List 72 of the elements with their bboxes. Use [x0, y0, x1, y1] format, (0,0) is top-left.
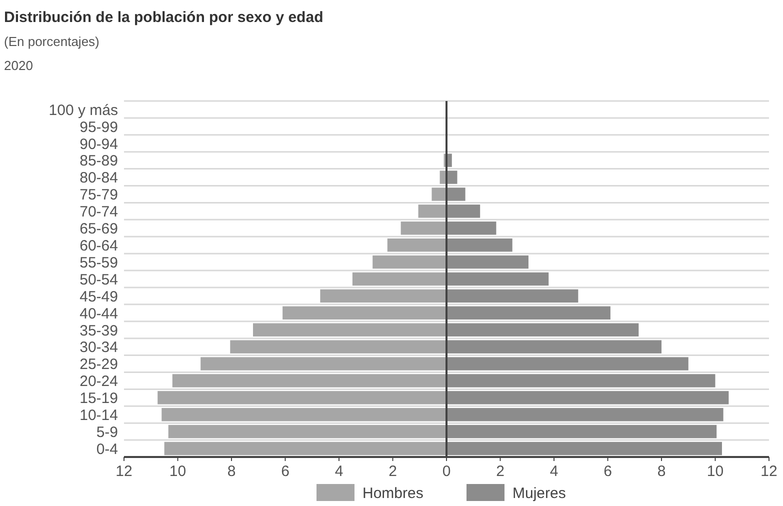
y-tick-label: 0-4 — [96, 440, 118, 458]
x-tick-label: 6 — [604, 463, 612, 480]
y-tick-label: 70-74 — [80, 204, 118, 221]
x-tick-label: 8 — [227, 463, 236, 480]
bar — [446, 374, 716, 388]
bar — [446, 306, 610, 320]
bar — [158, 391, 446, 404]
bar — [164, 442, 446, 456]
bar — [172, 374, 446, 388]
bar — [446, 424, 717, 438]
y-tick-label: 35-39 — [80, 322, 118, 340]
bar — [446, 255, 528, 269]
y-tick-label: 55-59 — [80, 254, 118, 272]
y-tick-label: 65-69 — [80, 220, 118, 238]
chart-subtitle: (En porcentajes) — [4, 34, 100, 49]
y-tick-label: 20-24 — [80, 373, 118, 390]
legend-label: Mujeres — [512, 485, 566, 502]
chart-title: Distribución de la población por sexo y edad — [4, 9, 324, 26]
bar — [352, 272, 446, 286]
y-tick-label: 40-44 — [80, 305, 118, 322]
y-tick-label: 50-54 — [80, 271, 118, 288]
x-tick-label: 12 — [760, 463, 778, 480]
x-tick-label: 0 — [442, 463, 451, 480]
bar — [446, 272, 549, 286]
bar — [446, 357, 688, 370]
x-tick-label: 2 — [496, 463, 504, 480]
y-tick-label: 60-64 — [80, 237, 118, 254]
bar — [446, 204, 480, 218]
bar — [446, 391, 729, 404]
bar — [387, 238, 446, 252]
x-tick-label: 4 — [334, 463, 344, 480]
x-tick-label: 2 — [388, 463, 397, 480]
x-tick-label: 4 — [550, 463, 558, 480]
bar — [446, 289, 578, 303]
y-tick-label: 30-34 — [80, 339, 118, 356]
bar — [282, 306, 446, 320]
x-tick-label: 6 — [281, 463, 290, 480]
bar — [446, 340, 662, 354]
y-tick-label: 90-94 — [80, 136, 118, 153]
bar — [446, 222, 496, 235]
y-tick-label: 85-89 — [80, 152, 118, 170]
y-tick-label: 100 y más — [48, 102, 118, 119]
bar — [446, 408, 724, 422]
bar — [446, 323, 639, 336]
bar — [168, 424, 446, 438]
bar — [446, 170, 458, 184]
bar — [320, 289, 446, 303]
x-tick-label: 8 — [657, 463, 666, 480]
y-tick-label: 95-99 — [80, 118, 118, 136]
bar — [446, 238, 512, 252]
y-tick-label: 15-19 — [80, 390, 118, 408]
y-tick-label: 75-79 — [80, 186, 118, 204]
x-tick-label: 10 — [169, 463, 186, 480]
bar — [446, 442, 722, 456]
bar — [400, 222, 446, 235]
bar — [200, 357, 446, 370]
bar — [446, 188, 466, 201]
x-tick-label: 12 — [116, 463, 132, 480]
legend-label: Hombres — [362, 485, 424, 502]
bar — [418, 204, 446, 218]
y-tick-label: 25-29 — [80, 356, 118, 374]
bar — [162, 408, 446, 422]
bar — [253, 323, 446, 336]
x-tick-label: 10 — [706, 463, 724, 480]
y-tick-label: 45-49 — [80, 288, 118, 306]
bar — [372, 255, 446, 269]
y-tick-label: 10-14 — [80, 407, 118, 424]
y-tick-label: 80-84 — [80, 170, 118, 187]
text: 2020 — [4, 58, 33, 73]
bar — [230, 340, 446, 354]
bar — [432, 188, 446, 201]
y-tick-label: 5-9 — [96, 424, 118, 441]
